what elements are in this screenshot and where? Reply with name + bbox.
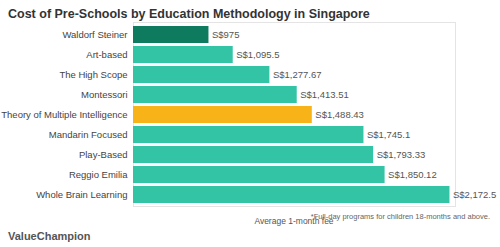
html-text:Cost of Pre-Schools by Educati: Cost of Pre-Schools by Education Methodo… xyxy=(8,7,370,21)
html-text:ValueChampion: ValueChampion xyxy=(8,230,91,242)
html-text:*Full-day programs for childre: *Full-day programs for children 18-month… xyxy=(310,212,490,221)
svg-text:Play-Based: Play-Based xyxy=(79,149,128,160)
svg-text:Theory of Multiple Intelligenc: Theory of Multiple Intelligence xyxy=(1,109,127,120)
svg-text:S$1,413.51: S$1,413.51 xyxy=(300,89,349,100)
svg-text:The High Scope: The High Scope xyxy=(59,69,127,80)
svg-text:Waldorf Steiner: Waldorf Steiner xyxy=(62,29,127,40)
svg-text:S$1,277.67: S$1,277.67 xyxy=(273,69,322,80)
svg-text:Whole Brain Learning: Whole Brain Learning xyxy=(36,189,127,200)
svg-text:Reggio Emilia: Reggio Emilia xyxy=(69,169,128,180)
svg-text:Art-based: Art-based xyxy=(86,49,127,60)
svg-text:S$1,850.12: S$1,850.12 xyxy=(388,169,437,180)
html-text:Average 1-month fee: Average 1-month fee xyxy=(254,216,334,226)
svg-text:S$2,172.5: S$2,172.5 xyxy=(453,189,496,200)
svg-text:Mandarin Focused: Mandarin Focused xyxy=(49,129,128,140)
svg-text:S$975: S$975 xyxy=(212,29,239,40)
svg-text:S$1,488.43: S$1,488.43 xyxy=(315,109,364,120)
svg-text:S$1,095.5: S$1,095.5 xyxy=(236,49,279,60)
svg-text:Montessori: Montessori xyxy=(81,89,127,100)
svg-text:S$1,793.33: S$1,793.33 xyxy=(377,149,426,160)
svg-text:S$1,745.1: S$1,745.1 xyxy=(367,129,410,140)
